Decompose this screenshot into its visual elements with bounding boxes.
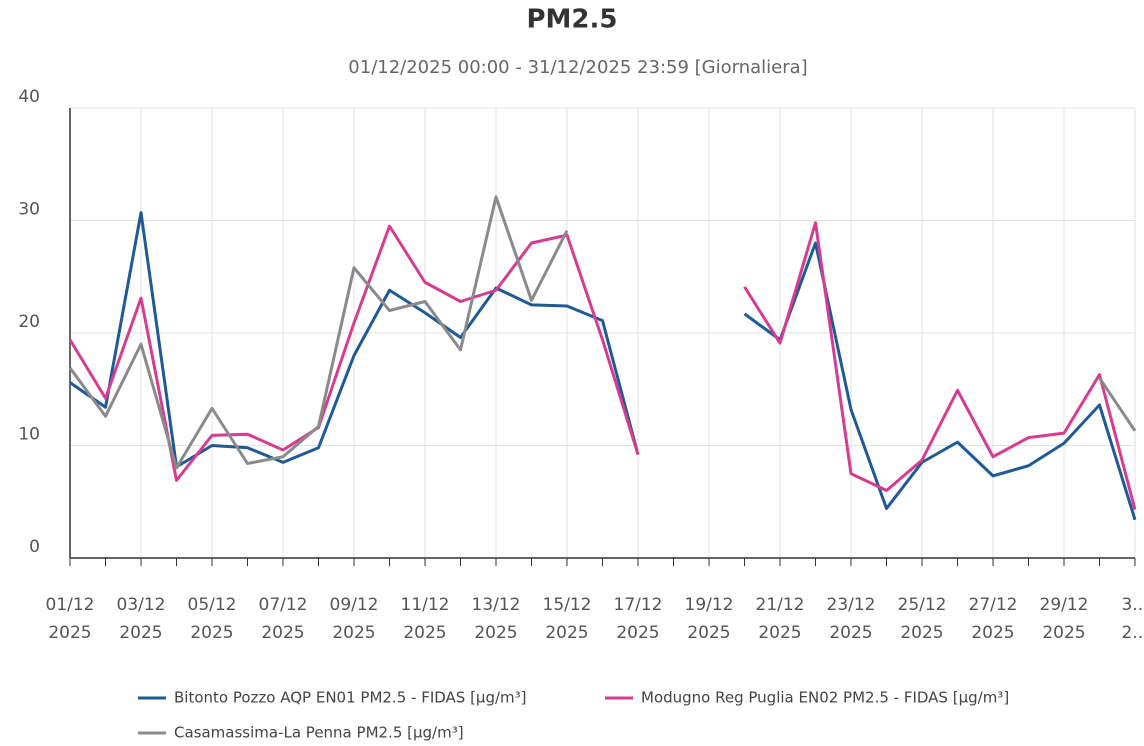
x-tick-label: 11/12 xyxy=(401,595,450,615)
y-tick-label: 20 xyxy=(18,312,40,332)
series-line xyxy=(68,221,1137,511)
x-tick-label: 2025 xyxy=(829,623,872,643)
x-tick-label: 2025 xyxy=(119,623,162,643)
x-tick-label: 2025 xyxy=(900,623,943,643)
x-tick-label: 2025 xyxy=(403,623,446,643)
x-tick-label: 21/12 xyxy=(756,595,805,615)
x-tick-label: 07/12 xyxy=(259,595,308,615)
x-tick-label: 2... xyxy=(1121,623,1144,643)
x-tick-label: 23/12 xyxy=(827,595,876,615)
x-tick-label: 2025 xyxy=(545,623,588,643)
x-tick-label: 13/12 xyxy=(472,595,521,615)
x-tick-label: 2025 xyxy=(48,623,91,643)
x-tick-label: 15/12 xyxy=(543,595,592,615)
chart-subtitle: 01/12/2025 00:00 - 31/12/2025 23:59 [Gio… xyxy=(348,57,807,78)
x-tick-label: 2025 xyxy=(1042,623,1085,643)
x-tick-label: 19/12 xyxy=(685,595,734,615)
chart-title: PM2.5 xyxy=(527,5,618,35)
y-tick-label: 40 xyxy=(18,87,40,107)
legend-label: Casamassima-La Penna PM2.5 [µg/m³] xyxy=(174,724,464,742)
x-tick-label: 27/12 xyxy=(969,595,1018,615)
x-tick-label: 2025 xyxy=(758,623,801,643)
legend-label: Modugno Reg Puglia EN02 PM2.5 - FIDAS [µ… xyxy=(641,689,1009,707)
y-tick-label: 0 xyxy=(29,537,40,557)
series-line xyxy=(68,195,1137,470)
x-tick-label: 05/12 xyxy=(188,595,237,615)
x-tick-label: 09/12 xyxy=(330,595,379,615)
x-tick-label: 2025 xyxy=(261,623,304,643)
x-tick-label: 01/12 xyxy=(46,595,95,615)
x-tick-label: 25/12 xyxy=(898,595,947,615)
legend-label: Bitonto Pozzo AQP EN01 PM2.5 - FIDAS [µg… xyxy=(174,689,527,707)
x-tick-label: 2025 xyxy=(971,623,1014,643)
x-tick-label: 2025 xyxy=(474,623,517,643)
x-tick-label: 2025 xyxy=(687,623,730,643)
x-tick-label: 29/12 xyxy=(1040,595,1089,615)
x-tick-label: 3... xyxy=(1121,595,1144,615)
x-tick-label: 2025 xyxy=(332,623,375,643)
x-tick-label: 2025 xyxy=(190,623,233,643)
series-line xyxy=(69,211,1137,521)
x-tick-label: 03/12 xyxy=(117,595,166,615)
x-tick-label: 17/12 xyxy=(614,595,663,615)
x-tick-label: 2025 xyxy=(616,623,659,643)
y-tick-label: 30 xyxy=(18,200,40,220)
y-tick-label: 10 xyxy=(18,425,40,445)
